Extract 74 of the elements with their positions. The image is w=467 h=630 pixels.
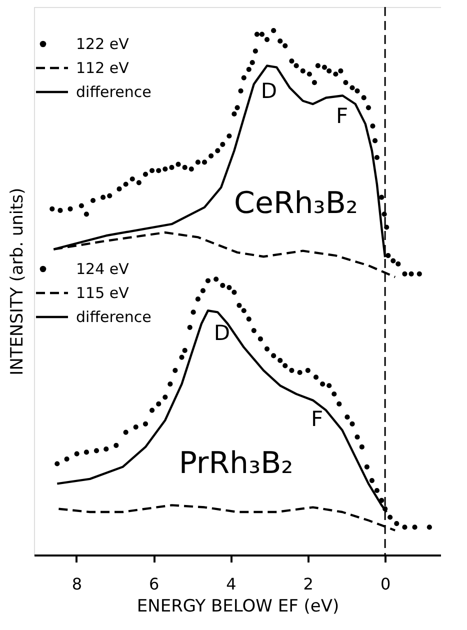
point (364, 464, 370, 470)
point (258, 336, 264, 342)
point (187, 324, 192, 330)
point (84, 450, 90, 455)
point (326, 383, 332, 388)
point (232, 290, 237, 295)
point (246, 316, 252, 322)
point (354, 434, 360, 440)
point (64, 456, 70, 462)
x-axis-title: ENERGY BELOW EF (eV) (136, 596, 340, 616)
point (344, 414, 350, 420)
x-tick-label: 6 (149, 574, 160, 594)
point (195, 296, 201, 302)
point (251, 328, 256, 334)
point (205, 278, 211, 284)
point (412, 524, 418, 530)
point (114, 442, 119, 448)
x-tick-label: 2 (303, 574, 314, 594)
annotation: PrRh₃B₂ (178, 446, 294, 481)
point (271, 353, 276, 358)
annotation: F (336, 104, 348, 128)
point (162, 394, 168, 400)
legend-label: difference (76, 83, 152, 101)
annotation: D (214, 321, 230, 345)
point (359, 444, 364, 450)
x-tick-label: 0 (380, 574, 391, 594)
y-axis-title: INTENSITY (arb. units) (8, 188, 28, 376)
point (142, 421, 148, 426)
point (282, 363, 288, 368)
point (241, 308, 246, 314)
point (402, 524, 408, 530)
point (123, 430, 128, 435)
point (394, 520, 400, 526)
point (54, 461, 60, 466)
point (226, 285, 232, 290)
legend-label: 124 eV (76, 260, 130, 278)
point (156, 401, 162, 407)
point (426, 524, 432, 530)
point (388, 514, 393, 520)
point (94, 448, 100, 454)
annotation: CeRh₃B₂ (234, 186, 358, 221)
point (190, 310, 196, 315)
point (172, 368, 178, 373)
point (305, 368, 310, 373)
point (313, 374, 319, 380)
point (214, 276, 219, 282)
annotation: F (310, 407, 324, 431)
point (320, 382, 326, 387)
legend-label: 115 eV (76, 284, 130, 302)
point (369, 478, 374, 484)
point (332, 391, 337, 397)
point (104, 446, 109, 452)
legend-label: difference (76, 308, 152, 326)
point (289, 368, 294, 373)
legend-label: 122 eV (76, 35, 130, 53)
point (150, 408, 155, 413)
point (168, 382, 173, 387)
point (133, 424, 138, 430)
point (236, 302, 242, 308)
point (350, 421, 355, 426)
point (336, 401, 342, 407)
point (182, 348, 188, 354)
x-tick-label: 4 (226, 574, 236, 594)
annotation: D (260, 79, 278, 103)
x-tick-label: 8 (72, 574, 82, 594)
point (278, 358, 283, 363)
point (220, 282, 226, 288)
point (200, 288, 206, 294)
legend-label: 112 eV (76, 59, 130, 77)
point (74, 451, 80, 456)
point (179, 354, 184, 360)
point (264, 346, 270, 352)
point (297, 370, 302, 376)
point (374, 488, 380, 494)
